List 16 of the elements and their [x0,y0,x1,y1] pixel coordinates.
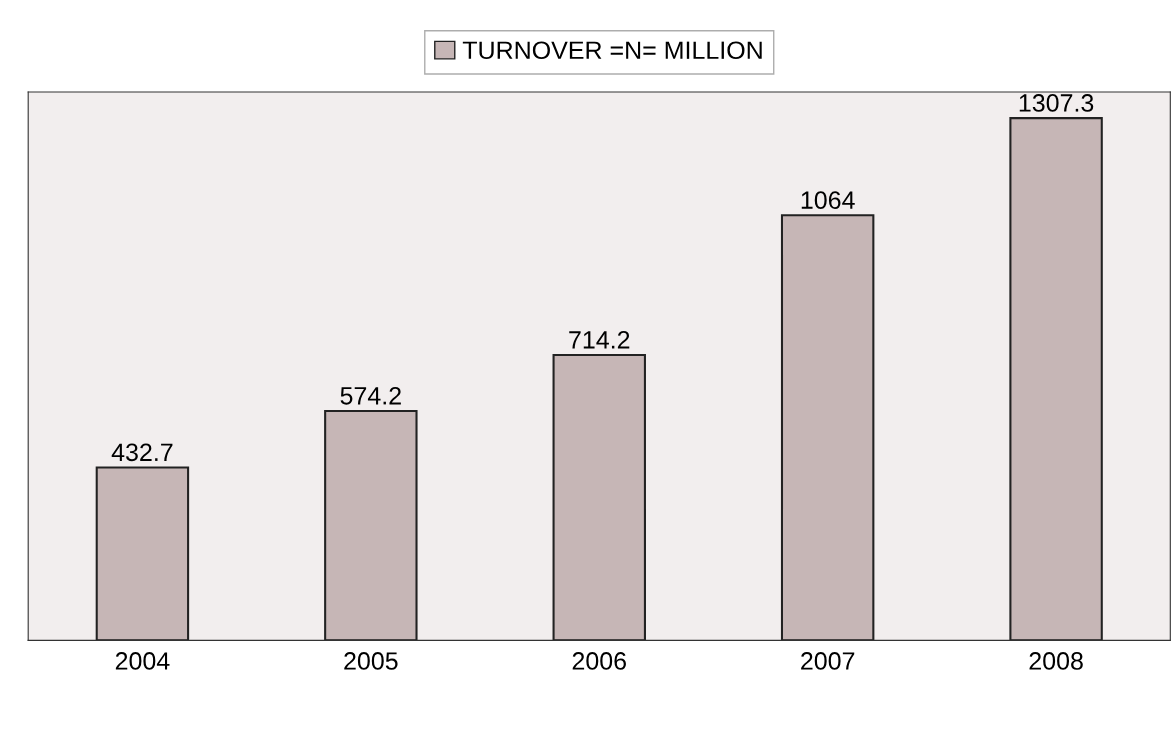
bar [780,214,875,641]
x-tick-label: 2004 [115,652,170,670]
bar [95,466,190,641]
data-label: 432.7 [111,443,173,462]
bar [324,409,418,641]
data-label: 714.2 [569,331,630,349]
legend-label: TURNOVER =N= MILLION [462,41,762,60]
bar [552,354,646,641]
x-tick-label: 2007 [801,652,855,670]
data-label: 1307.3 [1019,94,1094,112]
x-tick-label: 2006 [572,652,626,670]
data-label: 1064 [801,191,855,209]
data-label: 574.2 [340,386,401,405]
bar [1009,117,1103,641]
x-tick-label: 2005 [344,652,398,670]
x-tick-label: 2008 [1029,652,1083,670]
